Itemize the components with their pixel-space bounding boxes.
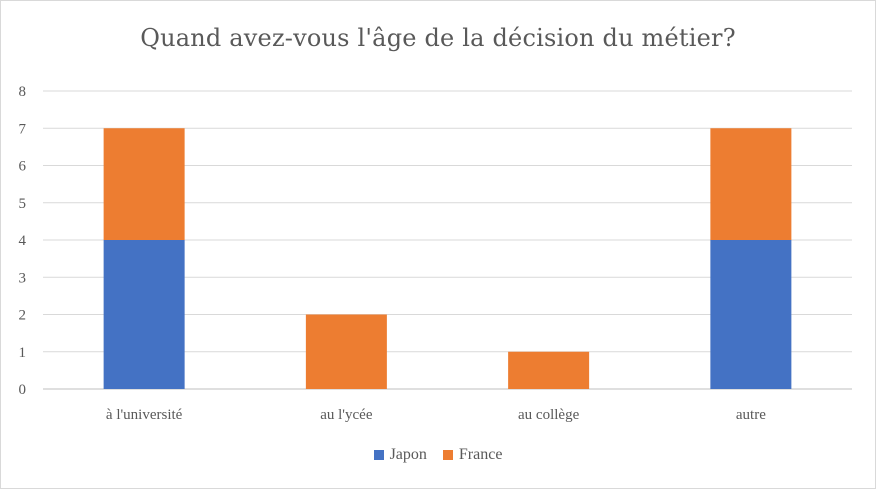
bar-france bbox=[103, 128, 185, 240]
y-tick-label: 0 bbox=[19, 382, 27, 398]
y-tick-label: 3 bbox=[19, 270, 27, 286]
y-tick-label: 2 bbox=[19, 308, 27, 324]
x-category-label: au l'ycée bbox=[320, 407, 373, 423]
y-tick-label: 6 bbox=[19, 159, 27, 175]
bar-france bbox=[508, 351, 590, 389]
bar-japon bbox=[710, 240, 792, 389]
legend-item-japon: Japon bbox=[373, 446, 427, 464]
legend-swatch bbox=[442, 450, 453, 460]
x-category-label: au collège bbox=[518, 407, 580, 423]
legend-label: France bbox=[458, 446, 503, 463]
legend-item-france: France bbox=[442, 446, 503, 464]
bar-japon bbox=[103, 240, 185, 389]
x-category-label: à l'université bbox=[106, 407, 183, 423]
bar-france bbox=[305, 314, 387, 389]
legend-label: Japon bbox=[389, 446, 427, 463]
y-tick-label: 5 bbox=[19, 196, 27, 212]
legend-swatch bbox=[373, 450, 384, 460]
bar-france bbox=[710, 128, 792, 240]
y-tick-label: 4 bbox=[19, 233, 27, 249]
chart-title: Quand avez-vous l'âge de la décision du … bbox=[140, 24, 736, 52]
y-tick-label: 1 bbox=[19, 345, 27, 361]
x-category-label: autre bbox=[736, 407, 766, 423]
chart-legend: Japon France bbox=[0, 446, 876, 465]
y-tick-label: 8 bbox=[19, 84, 27, 100]
y-tick-label: 7 bbox=[19, 121, 27, 137]
